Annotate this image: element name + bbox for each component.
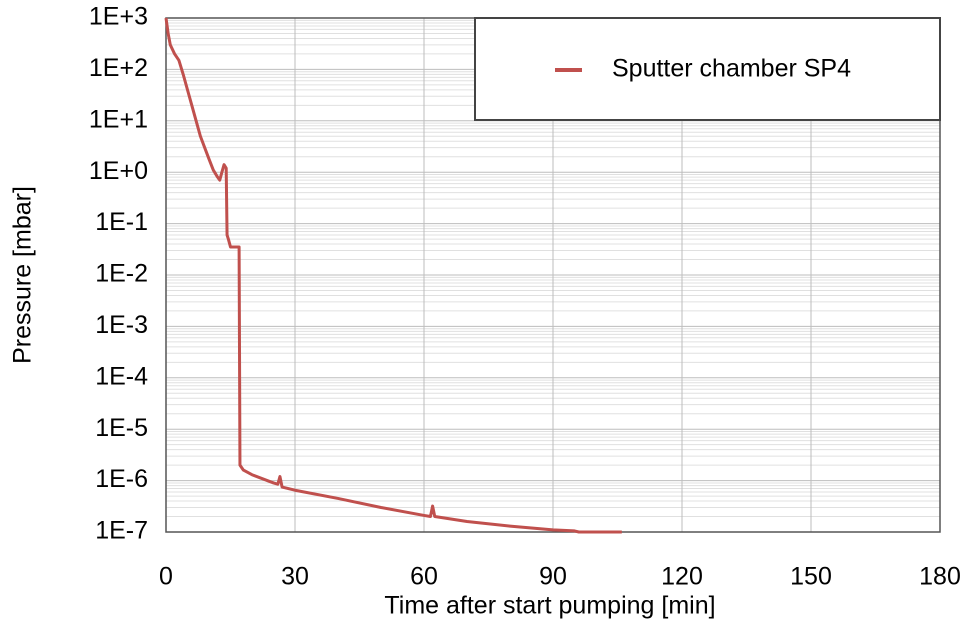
y-axis-label: Pressure [mbar]	[9, 186, 37, 364]
y-tick-label: 1E+2	[89, 54, 148, 82]
x-tick-label: 150	[790, 563, 832, 591]
legend-label: Sputter chamber SP4	[612, 55, 851, 83]
x-tick-label: 120	[661, 563, 703, 591]
y-tick-label: 1E-3	[95, 311, 148, 339]
y-tick-label: 1E-6	[95, 465, 148, 493]
data-line	[164, 17, 622, 534]
x-tick-label: 60	[410, 563, 438, 591]
x-tick-label: 30	[281, 563, 309, 591]
legend-box	[474, 17, 941, 121]
legend: Sputter chamber SP4	[474, 17, 941, 121]
y-tick-label: 1E-1	[95, 208, 148, 236]
y-tick-label: 1E+1	[89, 105, 148, 133]
y-tick-label: 1E-2	[95, 260, 148, 288]
y-tick-label: 1E-7	[95, 517, 148, 545]
x-tick-label: 180	[919, 563, 961, 591]
x-tick-label: 0	[159, 563, 173, 591]
y-tick-label: 1E+0	[89, 157, 148, 185]
x-axis-label: Time after start pumping [min]	[384, 592, 715, 620]
y-tick-label: 1E-4	[95, 362, 148, 390]
y-tick-label: 1E-5	[95, 414, 148, 442]
x-tick-label: 90	[539, 563, 567, 591]
y-tick-label: 1E+3	[89, 3, 148, 31]
